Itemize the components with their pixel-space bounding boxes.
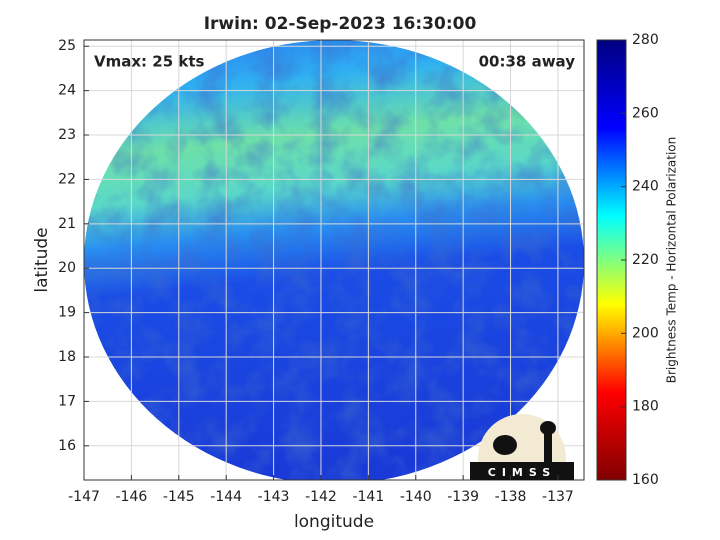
logo: CIMSS [470,414,574,480]
y-tick-label: 24 [58,83,76,99]
colorbar-tick-label: 240 [632,179,659,195]
axes-box [83,39,585,481]
y-axis-label: latitude [32,227,52,292]
colorbar-tick-label: 180 [632,399,659,415]
colorbar-tick-label: 160 [632,472,659,488]
y-tick-label: 22 [58,171,76,187]
colorbar-tick-label: 260 [632,105,659,121]
x-tick-label: -147 [68,489,100,505]
y-tick-label: 23 [58,127,76,143]
y-tick-label: 19 [58,305,76,321]
x-tick-label: -138 [495,489,527,505]
y-tick-label: 25 [58,38,76,54]
colorbar-tick-label: 200 [632,325,659,341]
y-tick-label: 16 [58,438,76,454]
x-tick-label: -142 [305,489,337,505]
y-tick-label: 20 [58,260,76,276]
y-tick-label: 21 [58,216,76,232]
chart-title: Irwin: 02-Sep-2023 16:30:00 [204,14,477,34]
colorbar-tick-label: 220 [632,252,659,268]
x-tick-label: -139 [447,489,479,505]
x-axis-label: longitude [294,512,374,532]
y-tick-label: 17 [58,393,76,409]
x-tick-label: -140 [400,489,432,505]
x-tick-label: -146 [116,489,148,505]
colorbar-label: Brightness Temp - Horizontal Polarizatio… [665,137,679,384]
annotation: Vmax: 25 kts [94,53,204,71]
y-tick-label: 18 [58,349,76,365]
x-tick-label: -144 [210,489,242,505]
logo-text: CIMSS [488,466,556,479]
x-tick-label: -145 [163,489,195,505]
x-tick-label: -143 [258,489,290,505]
annotation: 00:38 away [479,53,576,71]
x-tick-label: -141 [352,489,384,505]
colorbar-tick-label: 280 [632,32,659,48]
swath-image [84,40,584,480]
x-tick-label: -137 [542,489,574,505]
